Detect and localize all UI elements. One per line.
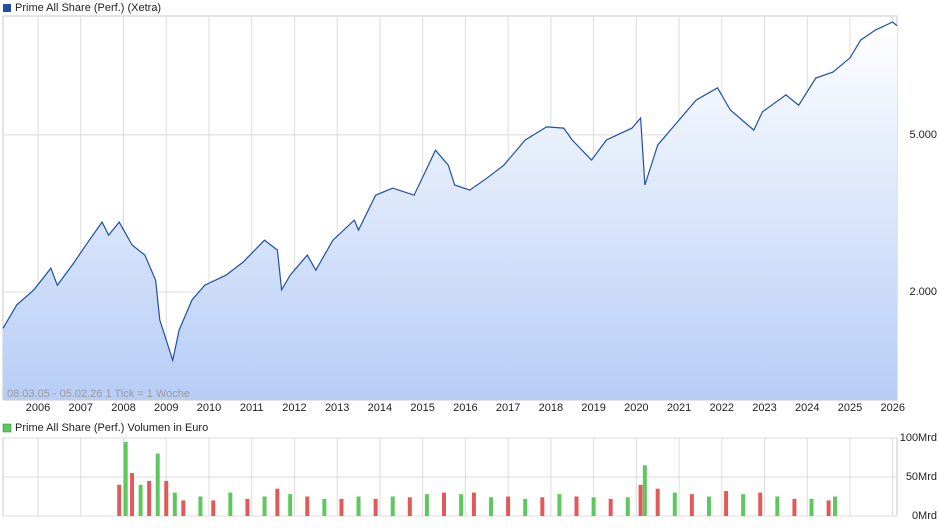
volume-bar [557,494,562,516]
chart-title: Prime All Share (Perf.) Volumen in Euro [15,422,208,434]
volume-bar [471,492,476,516]
volume-bar [155,453,160,516]
volume-bar [625,497,630,516]
y-tick-label: 5.000 [909,129,937,141]
volume-bar [540,497,545,516]
volume-bar [459,494,464,516]
volume-bar [809,498,814,516]
price-panel: 2.000 5.000 2006 2007 2008 2009 2010 2011 2012 20… [2,15,937,414]
volume-bar [262,496,267,516]
volume-bar [147,480,152,516]
x-tick-label: 2016 [453,402,477,414]
x-tick-label: 2018 [539,402,563,414]
x-tick-label: 2019 [581,402,605,414]
volume-bar [672,492,677,516]
volume-bar [638,484,643,516]
area [3,22,897,400]
volume-bar [138,484,143,516]
x-tick-label: 2025 [838,402,862,414]
volume-bar [758,492,763,516]
x-tick-label: 2017 [496,402,520,414]
volume-bar [245,498,250,516]
volume-bar [775,496,780,516]
volume-bar [574,496,579,516]
y-tick-label: 100Mrd [900,432,937,444]
y-tick-label: 0Mrd [912,510,937,522]
volume-bar [706,496,711,516]
volume-bar [506,496,511,516]
volume-bar [424,494,429,516]
volume-bar [275,488,280,516]
volume-bar [305,496,310,516]
x-tick-label: 2020 [624,402,648,414]
x-tick-label: 2007 [69,402,93,414]
volume-bar [390,496,395,516]
x-tick-label: 2023 [752,402,776,414]
x-tick-label: 2009 [154,402,178,414]
x-tick-label: 2006 [26,402,50,414]
volume-bar [826,500,831,516]
x-tick-label: 2013 [325,402,349,414]
y-tick-label: 2.000 [909,286,937,298]
x-tick-label: 2012 [282,402,306,414]
x-tick-label: 2008 [111,402,135,414]
volume-bar [117,484,122,516]
volume-bar [792,498,797,516]
volume-bar [608,498,613,516]
volume-bar [741,494,746,516]
volume-bar [123,441,128,516]
volume-bar [181,500,186,516]
volume-bar [339,498,344,516]
y-tick-label: 50Mrd [906,471,937,483]
volume-bar [356,496,361,516]
volume-bar [288,494,293,516]
volume-bar [591,497,596,516]
volume-bar [164,480,169,516]
line [2,21,898,363]
x-tick-label: 2010 [197,402,221,414]
volume-bar [228,492,233,516]
volume-bar [442,492,447,516]
volume-panel: 0Mrd 50Mrd 100Mrd [2,432,937,522]
volume-bar [489,497,494,516]
volume-bar [198,496,203,516]
legend-swatch [3,4,11,12]
volume-bar [655,488,660,516]
volume-bar [211,500,216,516]
x-tick-label: 2011 [240,402,264,414]
x-tick-label: 2021 [667,402,691,414]
range-note: 08.03.05 - 05.02.26 1 Tick = 1 Woche [7,388,190,400]
x-tick-label: 2024 [795,402,819,414]
volume-bar [172,492,177,516]
legend-swatch [2,423,12,433]
chart-title: Prime All Share (Perf.) (Xetra) [15,2,161,14]
x-tick-label: 2026 [880,402,904,414]
x-tick-label: 2015 [410,402,434,414]
volume-bar [724,491,729,516]
volume-bar [322,498,327,516]
x-tick-label: 2022 [710,402,734,414]
volume-bar [373,498,378,516]
volume-bar [689,494,694,516]
volume-bar [642,465,647,516]
volume-bar [407,497,412,516]
x-tick-label: 2014 [368,402,392,414]
volume-bar [130,473,135,516]
volume-bar [523,498,528,516]
volume-bar [833,496,838,516]
